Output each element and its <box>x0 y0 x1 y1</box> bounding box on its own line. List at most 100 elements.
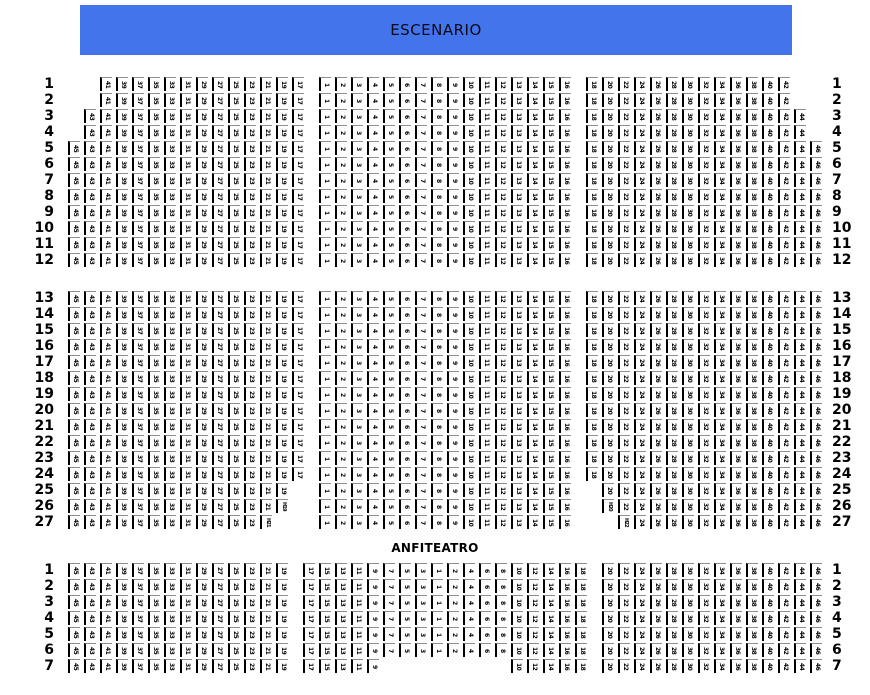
seat[interactable]: 31 <box>180 205 192 219</box>
seat[interactable]: 7 <box>383 627 395 641</box>
seat[interactable]: 11 <box>351 595 363 609</box>
seat[interactable]: 40 <box>762 595 774 609</box>
seat[interactable]: 40 <box>762 157 774 171</box>
seat[interactable]: 1 <box>319 451 331 465</box>
seat[interactable]: 6 <box>399 419 411 433</box>
seat[interactable]: 27 <box>212 659 224 673</box>
seat[interactable]: 33 <box>164 659 176 673</box>
seat[interactable]: 17 <box>303 595 315 609</box>
seat[interactable]: 7 <box>415 291 427 305</box>
seat[interactable]: 25 <box>228 467 240 481</box>
seat[interactable]: 38 <box>746 173 758 187</box>
seat[interactable]: 23 <box>244 109 256 123</box>
seat[interactable]: 23 <box>244 253 256 267</box>
seat[interactable]: 19 <box>276 643 288 657</box>
seat[interactable]: 10 <box>463 515 475 529</box>
seat[interactable]: 44 <box>794 237 806 251</box>
seat[interactable]: 34 <box>714 205 726 219</box>
seat[interactable]: 31 <box>180 515 192 529</box>
seat[interactable]: 41 <box>100 659 112 673</box>
seat[interactable]: 22 <box>618 579 630 593</box>
seat[interactable]: 42 <box>778 451 790 465</box>
seat[interactable]: 31 <box>180 141 192 155</box>
seat[interactable]: 7 <box>415 467 427 481</box>
seat[interactable]: 13 <box>511 157 523 171</box>
seat[interactable]: 36 <box>730 221 742 235</box>
seat[interactable]: 18 <box>575 595 587 609</box>
seat[interactable]: 11 <box>479 355 491 369</box>
seat[interactable]: 29 <box>196 93 208 107</box>
seat[interactable]: 43 <box>84 563 96 577</box>
seat[interactable]: 42 <box>778 253 790 267</box>
seat[interactable]: 7 <box>415 221 427 235</box>
seat[interactable]: 10 <box>463 419 475 433</box>
seat[interactable]: 15 <box>543 125 555 139</box>
seat[interactable]: 25 <box>228 563 240 577</box>
seat[interactable]: 25 <box>228 93 240 107</box>
seat[interactable]: 19 <box>276 125 288 139</box>
seat[interactable]: 2 <box>447 595 459 609</box>
seat[interactable]: 15 <box>543 93 555 107</box>
seat[interactable]: 21 <box>260 659 272 673</box>
seat[interactable]: 1 <box>319 403 331 417</box>
seat[interactable]: 15 <box>543 205 555 219</box>
seat[interactable]: 6 <box>399 499 411 513</box>
seat[interactable]: 44 <box>794 435 806 449</box>
seat[interactable]: 27 <box>212 387 224 401</box>
seat[interactable]: 32 <box>698 515 710 529</box>
seat[interactable]: 33 <box>164 355 176 369</box>
seat[interactable]: 23 <box>244 323 256 337</box>
seat[interactable]: 22 <box>618 323 630 337</box>
seat[interactable]: 2 <box>335 403 347 417</box>
seat[interactable]: 17 <box>303 563 315 577</box>
seat[interactable]: 45 <box>68 355 80 369</box>
seat[interactable]: 33 <box>164 93 176 107</box>
seat[interactable]: 39 <box>116 141 128 155</box>
seat[interactable]: 19 <box>276 141 288 155</box>
seat[interactable]: H19 <box>276 499 288 513</box>
seat[interactable]: 20 <box>602 563 614 577</box>
seat[interactable]: 21 <box>260 435 272 449</box>
seat[interactable]: 44 <box>794 189 806 203</box>
seat[interactable]: 14 <box>527 515 539 529</box>
seat[interactable]: 5 <box>383 403 395 417</box>
seat[interactable]: 31 <box>180 451 192 465</box>
seat[interactable]: 40 <box>762 109 774 123</box>
seat[interactable]: 25 <box>228 323 240 337</box>
seat[interactable]: 40 <box>762 579 774 593</box>
seat[interactable]: 28 <box>666 611 678 625</box>
seat[interactable]: 35 <box>148 173 160 187</box>
seat[interactable]: 3 <box>351 323 363 337</box>
seat[interactable]: 20 <box>602 93 614 107</box>
seat[interactable]: 25 <box>228 403 240 417</box>
seat[interactable]: 7 <box>415 189 427 203</box>
seat[interactable]: 14 <box>527 355 539 369</box>
seat[interactable]: 29 <box>196 339 208 353</box>
seat[interactable]: 8 <box>495 563 507 577</box>
seat[interactable]: 30 <box>682 515 694 529</box>
seat[interactable]: 5 <box>383 323 395 337</box>
seat[interactable]: 29 <box>196 253 208 267</box>
seat[interactable]: 41 <box>100 515 112 529</box>
seat[interactable]: 21 <box>260 467 272 481</box>
seat[interactable]: 14 <box>527 483 539 497</box>
seat[interactable]: 8 <box>431 291 443 305</box>
seat[interactable]: 42 <box>778 141 790 155</box>
seat[interactable]: 4 <box>367 419 379 433</box>
seat[interactable]: 46 <box>810 499 822 513</box>
seat[interactable]: 24 <box>634 627 646 641</box>
seat[interactable]: 40 <box>762 467 774 481</box>
seat[interactable]: 10 <box>463 109 475 123</box>
seat[interactable]: 45 <box>68 499 80 513</box>
seat[interactable]: 11 <box>479 157 491 171</box>
seat[interactable]: 25 <box>228 237 240 251</box>
seat[interactable]: 1 <box>319 371 331 385</box>
seat[interactable]: 14 <box>527 189 539 203</box>
seat[interactable]: 15 <box>543 221 555 235</box>
seat[interactable]: 44 <box>794 643 806 657</box>
seat[interactable]: 22 <box>618 173 630 187</box>
seat[interactable]: 40 <box>762 435 774 449</box>
seat[interactable]: 38 <box>746 109 758 123</box>
seat[interactable]: 19 <box>276 189 288 203</box>
seat[interactable]: 43 <box>84 371 96 385</box>
